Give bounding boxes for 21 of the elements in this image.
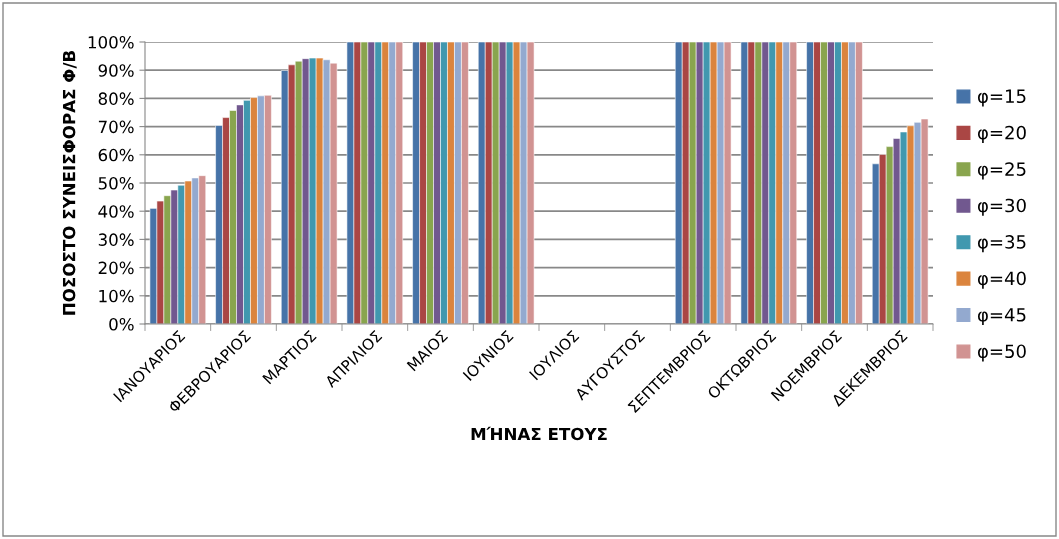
x-axis-title: ΜΉΝΑΣ ΕΤΟΥΣ	[471, 426, 607, 441]
legend-label: φ=30	[977, 198, 1026, 216]
y-tick-label: 50%	[98, 176, 134, 190]
y-tick-label: 40%	[98, 205, 134, 218]
y-tick-label: 60%	[98, 148, 134, 162]
y-tick-label: 70%	[98, 120, 134, 134]
y-axis-title: ΠΟΣΟΣΤΟ ΣΥΝΕΙΣΦΟΡΑΣ Φ/Β	[62, 50, 77, 315]
y-tick-label: 0%	[109, 317, 134, 331]
legend-label: φ=15	[977, 89, 1026, 107]
legend-label: φ=50	[977, 344, 1026, 362]
legend-label: φ=35	[977, 235, 1026, 253]
y-tick-label: 80%	[98, 92, 134, 105]
y-tick-label: 30%	[98, 233, 134, 246]
legend-label: φ=40	[977, 271, 1026, 289]
legend-label: φ=25	[977, 162, 1026, 180]
legend-label: φ=45	[977, 308, 1026, 326]
y-tick-label: 20%	[98, 261, 134, 275]
y-tick-label: 10%	[99, 289, 134, 303]
y-tick-label: 100%	[88, 35, 134, 49]
y-tick-label: 90%	[98, 64, 134, 77]
legend-label: φ=20	[977, 125, 1026, 143]
